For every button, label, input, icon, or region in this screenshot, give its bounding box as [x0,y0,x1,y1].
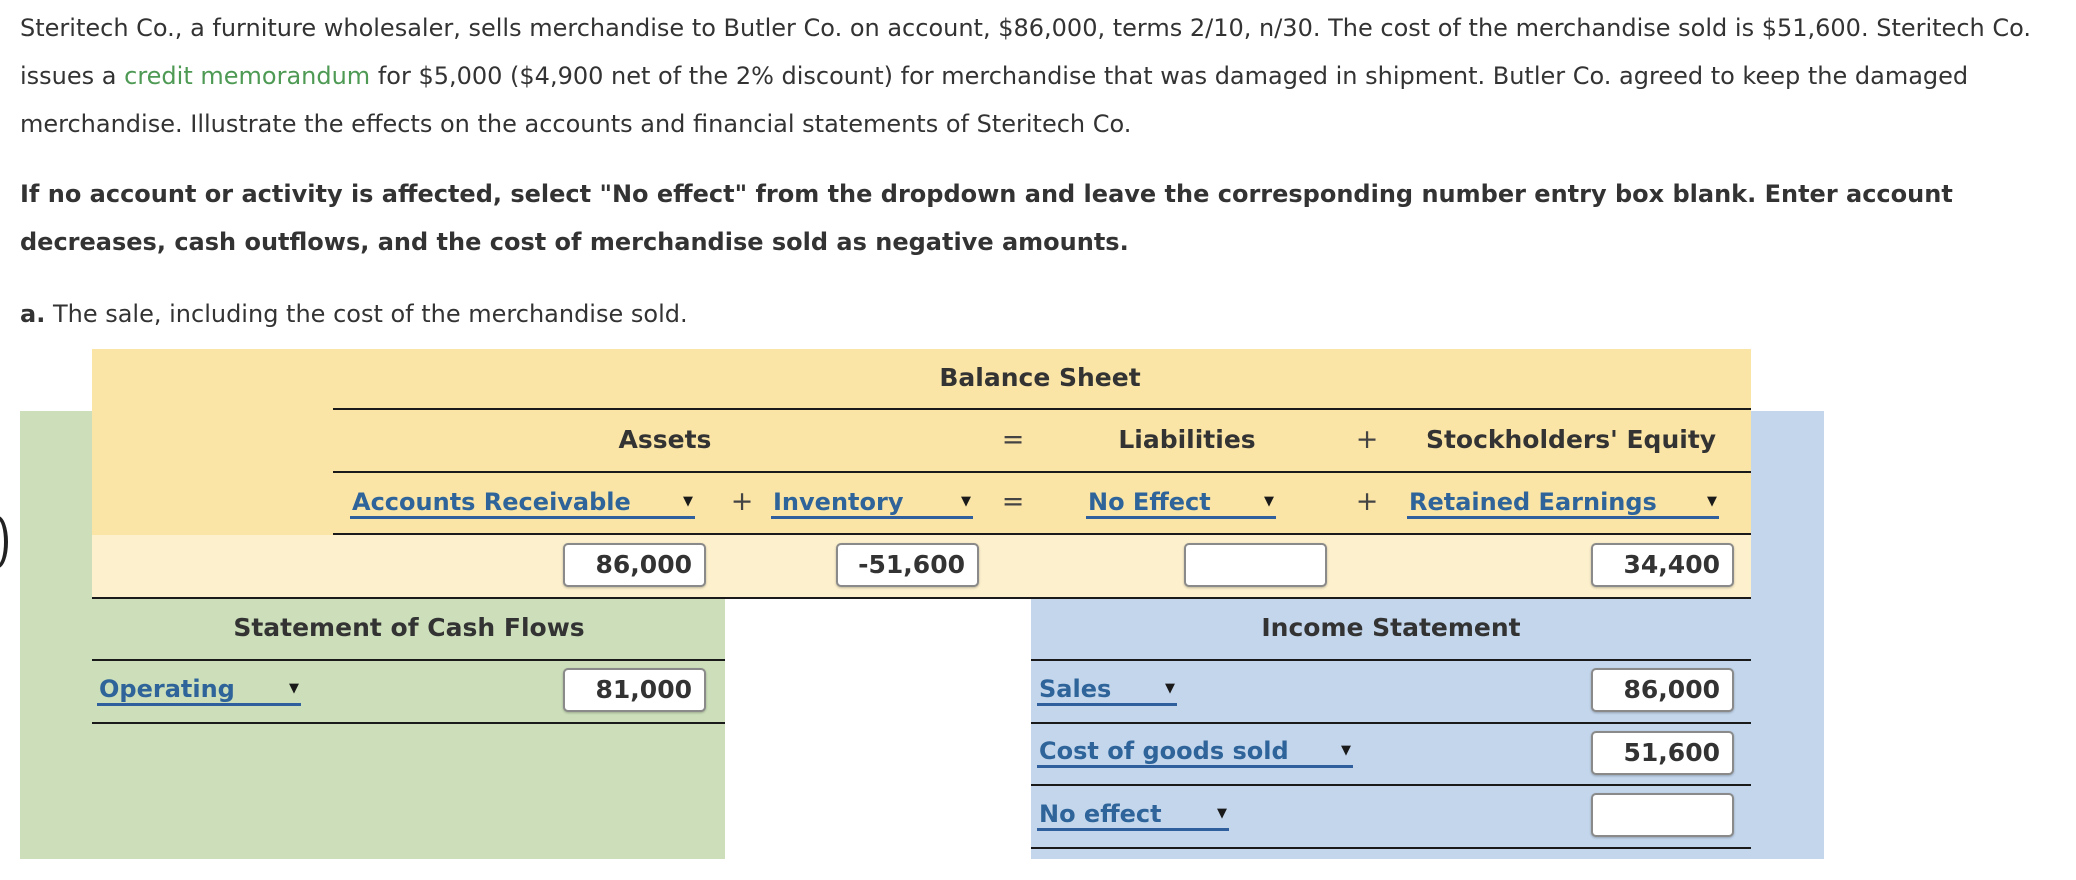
equity-amount-input[interactable]: 34,400 [1591,543,1734,587]
chevron-down-icon: ▼ [1165,681,1175,696]
dropdown-label: Cost of goods sold [1039,737,1289,765]
dropdown-label: Inventory [773,488,904,516]
chevron-down-icon: ▼ [961,494,971,509]
divider [92,722,725,724]
equity-account-dropdown[interactable]: Retained Earnings ▼ [1407,488,1719,519]
liability-account-dropdown[interactable]: No Effect ▼ [1086,488,1276,519]
plus-sign: + [1355,486,1379,517]
dropdown-label: Accounts Receivable [352,488,631,516]
income-statement-title: Income Statement [1261,613,1521,642]
plus-sign: + [1355,424,1379,455]
dropdown-label: Operating [99,675,235,703]
divider [333,471,1751,473]
divider [1031,784,1751,786]
assets-header: Assets [618,425,712,454]
divider [1031,722,1751,724]
edge-marker [0,516,8,568]
part-label: a. [20,300,46,328]
cash-activity-dropdown[interactable]: Operating ▼ [97,675,301,706]
credit-memorandum-link[interactable]: credit memorandum [124,62,371,90]
chevron-down-icon: ▼ [1217,806,1227,821]
dropdown-label: No Effect [1088,488,1211,516]
divider [1031,659,1751,661]
income-row-2-amount-input[interactable]: 51,600 [1591,731,1734,775]
balance-sheet-header-panel [92,349,1751,535]
chevron-down-icon: ▼ [683,494,693,509]
cash-flows-title: Statement of Cash Flows [233,613,585,642]
equals-sign: = [1001,424,1025,455]
chevron-down-icon: ▼ [1707,494,1717,509]
income-row-2-dropdown[interactable]: Cost of goods sold ▼ [1037,737,1353,768]
part-text: The sale, including the cost of the merc… [52,300,688,328]
balance-sheet-title: Balance Sheet [939,363,1141,392]
divider [92,659,725,661]
income-row-3-dropdown[interactable]: No effect ▼ [1037,800,1229,831]
income-row-3-amount-input[interactable] [1591,793,1734,837]
divider [1031,847,1751,849]
dropdown-label: Sales [1039,675,1112,703]
divider [333,533,1751,535]
equity-header: Stockholders' Equity [1425,425,1717,454]
dropdown-label: Retained Earnings [1409,488,1657,516]
chevron-down-icon: ▼ [1264,494,1274,509]
asset2-account-dropdown[interactable]: Inventory ▼ [771,488,973,519]
instructions: If no account or activity is affected, s… [20,180,1953,256]
liability-amount-input[interactable] [1184,543,1327,587]
chevron-down-icon: ▼ [1341,743,1351,758]
problem-intro: Steritech Co., a furniture wholesaler, s… [20,14,2032,138]
asset1-amount-input[interactable]: 86,000 [563,543,706,587]
dropdown-label: No effect [1039,800,1162,828]
cash-flow-amount-input[interactable]: 81,000 [563,668,706,712]
divider [333,408,1751,410]
income-row-1-dropdown[interactable]: Sales ▼ [1037,675,1177,706]
equals-sign: = [1001,486,1025,517]
chevron-down-icon: ▼ [289,681,299,696]
liabilities-header: Liabilities [1118,425,1256,454]
asset1-account-dropdown[interactable]: Accounts Receivable ▼ [350,488,695,519]
part-a-prompt: a. The sale, including the cost of the m… [20,290,1820,338]
plus-sign: + [730,486,754,517]
divider [92,597,1751,599]
asset2-amount-input[interactable]: -51,600 [836,543,979,587]
income-row-1-amount-input[interactable]: 86,000 [1591,668,1734,712]
